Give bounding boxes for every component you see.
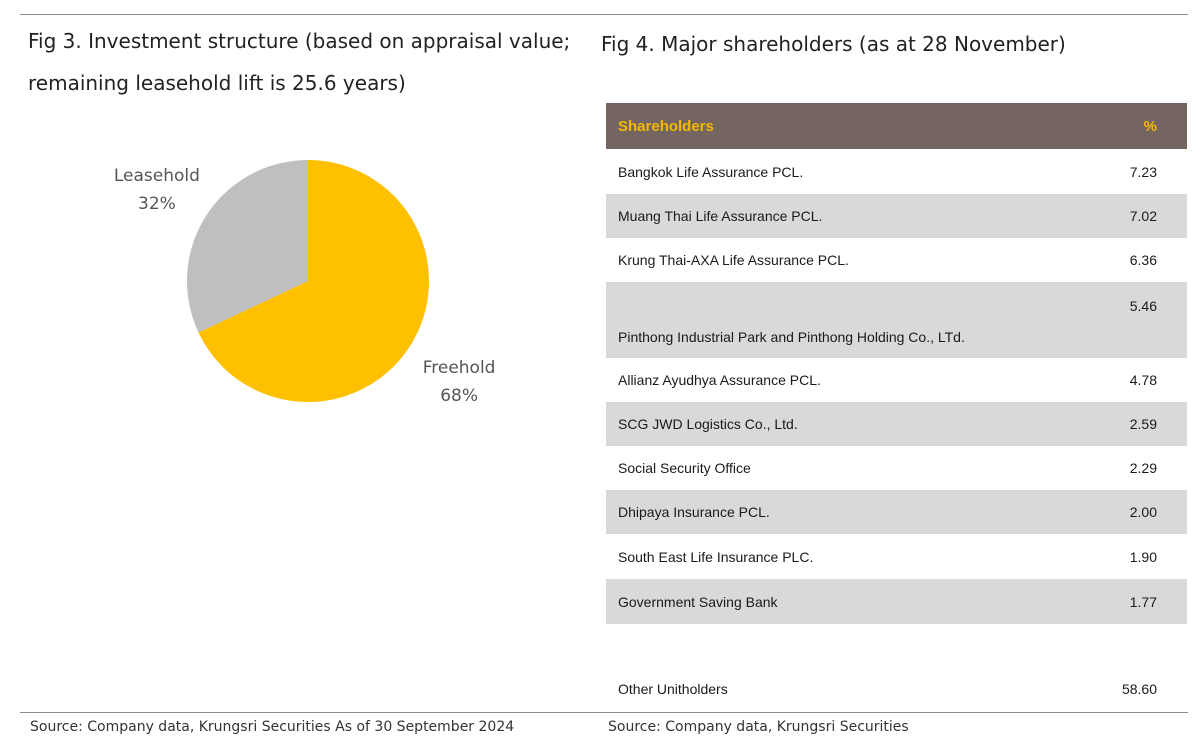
shareholder-name: Pinthong Industrial Park and Pinthong Ho… [618, 329, 965, 345]
shareholder-pct: 7.23 [1129, 163, 1157, 180]
shareholder-pct: 1.77 [1129, 593, 1157, 610]
table-row: Krung Thai-AXA Life Assurance PCL. 6.36 [606, 238, 1187, 282]
pie-chart: Freehold 68% Leasehold 32% [114, 160, 496, 406]
pie-label-leasehold: Leasehold 32% [114, 166, 200, 214]
shareholder-pct: 2.00 [1129, 504, 1157, 520]
shareholder-name: Dhipaya Insurance PCL. [618, 504, 770, 520]
table-header: Shareholders % [606, 103, 1187, 149]
shareholder-pct: 2.59 [1129, 416, 1157, 432]
shareholder-pct: 4.78 [1129, 372, 1157, 388]
shareholder-name: Krung Thai-AXA Life Assurance PCL. [618, 252, 849, 268]
pie-slice-leasehold [187, 160, 308, 333]
shareholder-name: Social Security Office [618, 460, 751, 476]
table-row: Social Security Office 2.29 [606, 446, 1187, 490]
table-row: SCG JWD Logistics Co., Ltd. 2.59 [606, 402, 1187, 446]
shareholder-pct: 1.90 [1129, 548, 1157, 565]
shareholder-pct: 2.29 [1129, 460, 1157, 476]
shareholder-name: Allianz Ayudhya Assurance PCL. [618, 372, 821, 388]
fig3-title: Fig 3. Investment structure (based on ap… [28, 29, 571, 95]
table-row: Dhipaya Insurance PCL. 2.00 [606, 490, 1187, 534]
shareholder-name: Bangkok Life Assurance PCL. [618, 163, 804, 180]
shareholder-name: Other Unitholders [618, 681, 728, 697]
table-row: Government Saving Bank 1.77 [606, 579, 1187, 624]
fig3-source: Source: Company data, Krungsri Securitie… [30, 719, 515, 735]
pie-label-freehold: Freehold 68% [423, 358, 496, 406]
shareholder-name: Muang Thai Life Assurance PCL. [618, 208, 823, 224]
shareholder-pct: 6.36 [1129, 252, 1157, 268]
shareholder-pct: 7.02 [1129, 208, 1157, 224]
table-row: Pinthong Industrial Park and Pinthong Ho… [606, 282, 1187, 358]
table-row: Bangkok Life Assurance PCL. 7.23 [606, 149, 1187, 194]
table-row-other: Other Unitholders 58.60 [606, 667, 1187, 711]
shareholder-name: SCG JWD Logistics Co., Ltd. [618, 416, 798, 432]
shareholder-pct: 5.46 [1129, 298, 1157, 314]
shareholder-pct: 58.60 [1121, 681, 1157, 697]
top-rule [20, 14, 1188, 15]
pie-slice-freehold [198, 160, 430, 402]
shareholders-table: Shareholders % Bangkok Life Assurance PC… [606, 103, 1187, 711]
bottom-rule [20, 712, 1188, 713]
header-shareholders: Shareholders [618, 117, 714, 135]
fig4-title: Fig 4. Major shareholders (as at 28 Nove… [601, 32, 1066, 56]
table-row: South East Life Insurance PLC. 1.90 [606, 534, 1187, 579]
table-row: Allianz Ayudhya Assurance PCL. 4.78 [606, 358, 1187, 402]
shareholder-name: South East Life Insurance PLC. [618, 548, 814, 565]
header-percent: % [1143, 117, 1157, 135]
table-row: Muang Thai Life Assurance PCL. 7.02 [606, 194, 1187, 238]
fig4-source: Source: Company data, Krungsri Securitie… [608, 719, 909, 735]
shareholder-name: Government Saving Bank [618, 593, 778, 610]
